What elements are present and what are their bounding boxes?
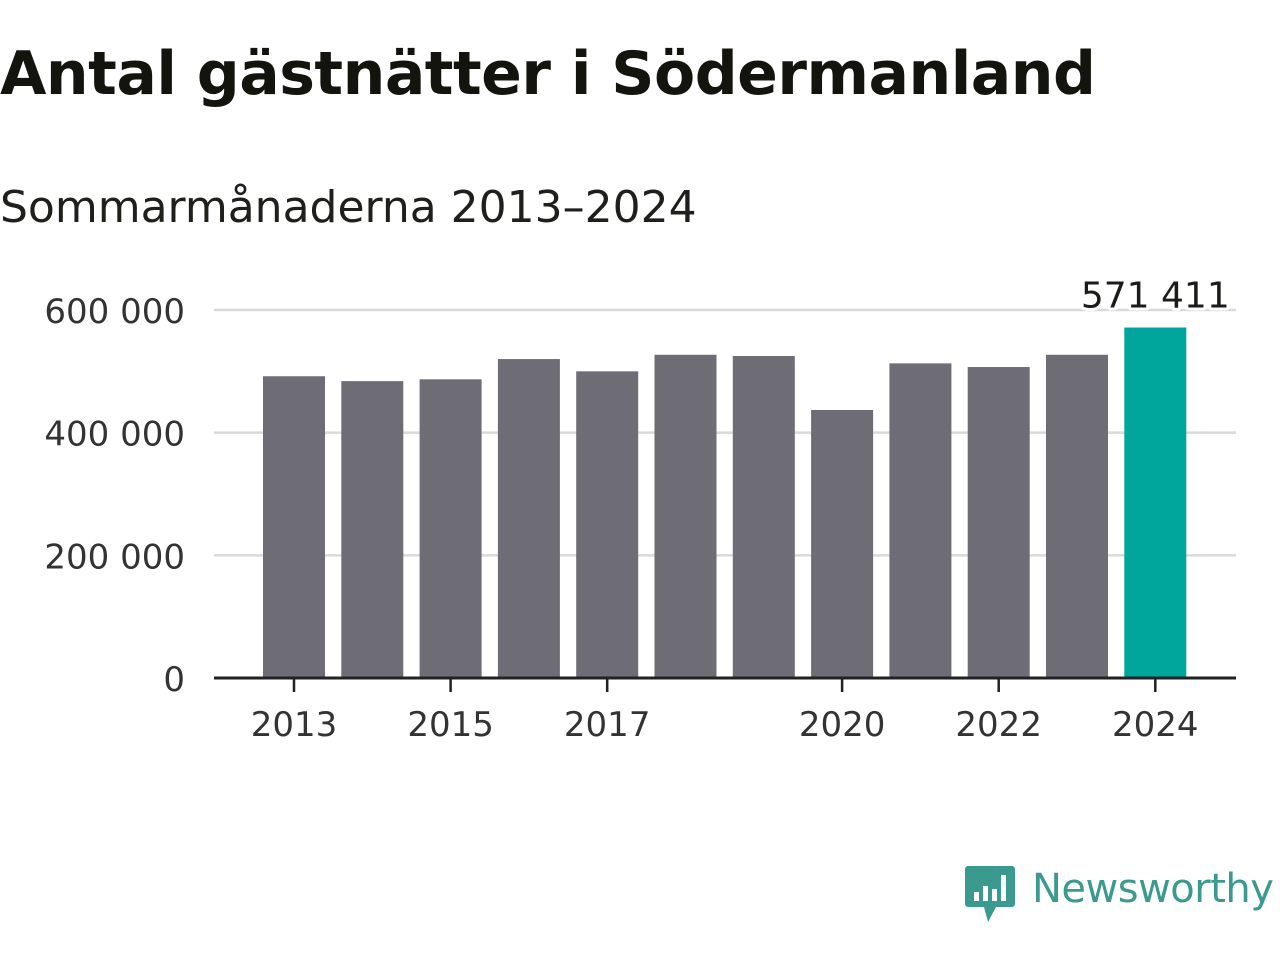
bar-2018: [654, 354, 717, 678]
x-tick-label: 2022: [955, 705, 1042, 745]
logo-text: Newsworthy: [1032, 866, 1274, 912]
bar-2015: [419, 379, 482, 678]
bar-2023: [1046, 354, 1108, 678]
data-label-2024: 571 411: [1081, 276, 1230, 317]
bar-2019: [732, 356, 795, 678]
x-axis: [214, 676, 1236, 692]
y-tick-label: 600 000: [44, 292, 185, 332]
y-tick-label: 400 000: [44, 415, 185, 455]
x-tick-labels: 2013 2015 2017 2020 2022 2024: [251, 705, 1199, 745]
data-labels: 571 411: [1078, 273, 1233, 320]
bar-2020: [811, 409, 874, 678]
bar-2016: [497, 359, 560, 678]
x-tick-label: 2024: [1112, 705, 1199, 745]
bars: [263, 327, 1187, 678]
chart-title: Antal gästnätter i Södermanland: [0, 39, 1096, 109]
bar-2014: [341, 381, 404, 678]
x-tick-label: 2020: [799, 705, 886, 745]
bar-2024: [1124, 327, 1187, 678]
y-tick-label: 200 000: [44, 537, 185, 577]
x-tick-label: 2015: [407, 705, 494, 745]
x-tick-label: 2013: [251, 705, 338, 745]
bar-2013: [263, 376, 325, 678]
bar-2021: [889, 363, 952, 678]
chart-subtitle: Sommarmånaderna 2013–2024: [0, 182, 697, 233]
bar-2022: [967, 367, 1030, 678]
x-tick-label: 2017: [564, 705, 651, 745]
bar-2017: [576, 371, 639, 678]
y-tick-labels: 0 200 000 400 000 600 000: [44, 292, 185, 700]
bar-chart-speech-bubble-icon: [965, 866, 1015, 922]
y-tick-label: 0: [163, 660, 185, 700]
newsworthy-logo: Newsworthy: [964, 862, 1280, 928]
